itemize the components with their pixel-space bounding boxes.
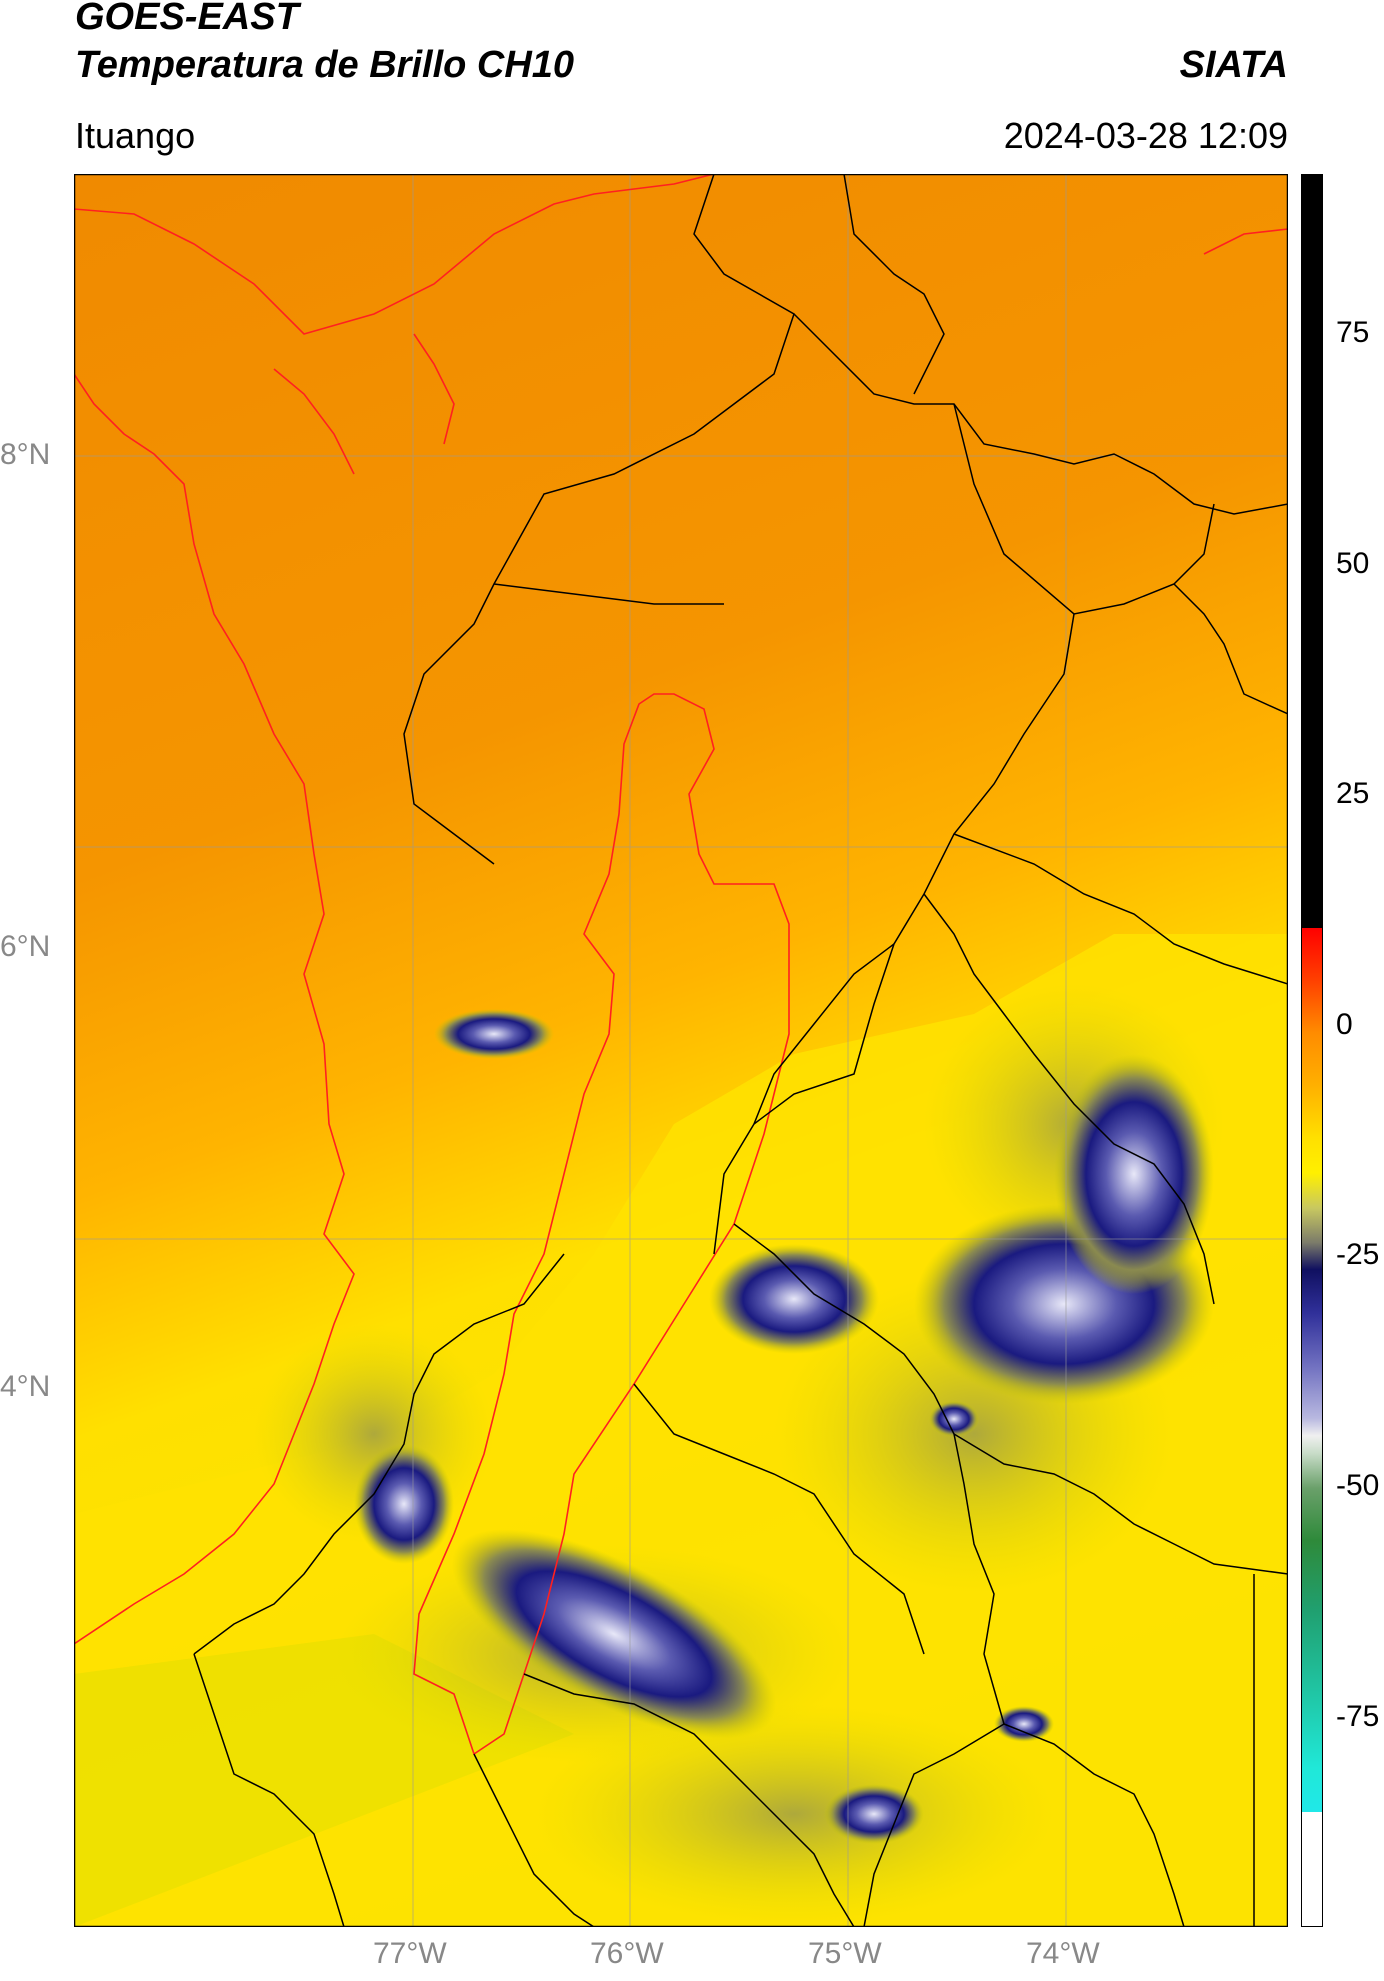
lat-label-6n: 6°N [0, 930, 51, 963]
storm-cell [824, 1784, 924, 1844]
storm-cell [434, 1009, 554, 1059]
colorbar-tick-0: 0 [1336, 1008, 1353, 1041]
storm-cell [929, 1401, 979, 1437]
colorbar-tick-neg25: -25 [1336, 1238, 1380, 1271]
colorbar-tick-25: 25 [1336, 777, 1370, 810]
region-label: Ituango [75, 115, 196, 156]
colorbar-tick-neg50: -50 [1336, 1469, 1380, 1502]
lon-label-76w: 76°W [590, 1937, 664, 1970]
lat-label-8n: 8°N [0, 438, 51, 471]
colorbar-tick-50: 50 [1336, 547, 1370, 580]
brightness-temperature-map [74, 174, 1288, 1927]
colorbar-tick-75: 75 [1336, 316, 1370, 349]
datetime-label: 2024-03-28 12:09 [1003, 115, 1288, 156]
lon-label-75w: 75°W [808, 1937, 882, 1970]
storm-cell [994, 1706, 1054, 1742]
highlighted-boundary [413, 693, 790, 1756]
storm-cell [1054, 1054, 1214, 1294]
storm-cell [709, 1244, 879, 1354]
organization-label: SIATA [1179, 44, 1288, 86]
lat-label-4n: 4°N [0, 1370, 51, 1403]
product-title: Temperatura de Brillo CH10 [75, 44, 575, 86]
storm-cell [451, 1529, 777, 1739]
haze-cloud [534, 1704, 1054, 1924]
temperature-colorbar [1301, 174, 1323, 1927]
admin-boundaries [193, 174, 1288, 1927]
lon-label-77w: 77°W [373, 1937, 447, 1970]
lon-label-74w: 74°W [1026, 1937, 1100, 1970]
coastline [74, 174, 1288, 1645]
satellite-title: GOES-EAST [75, 0, 299, 38]
storm-cell [354, 1444, 454, 1564]
colorbar-tick-neg75: -75 [1336, 1700, 1380, 1733]
